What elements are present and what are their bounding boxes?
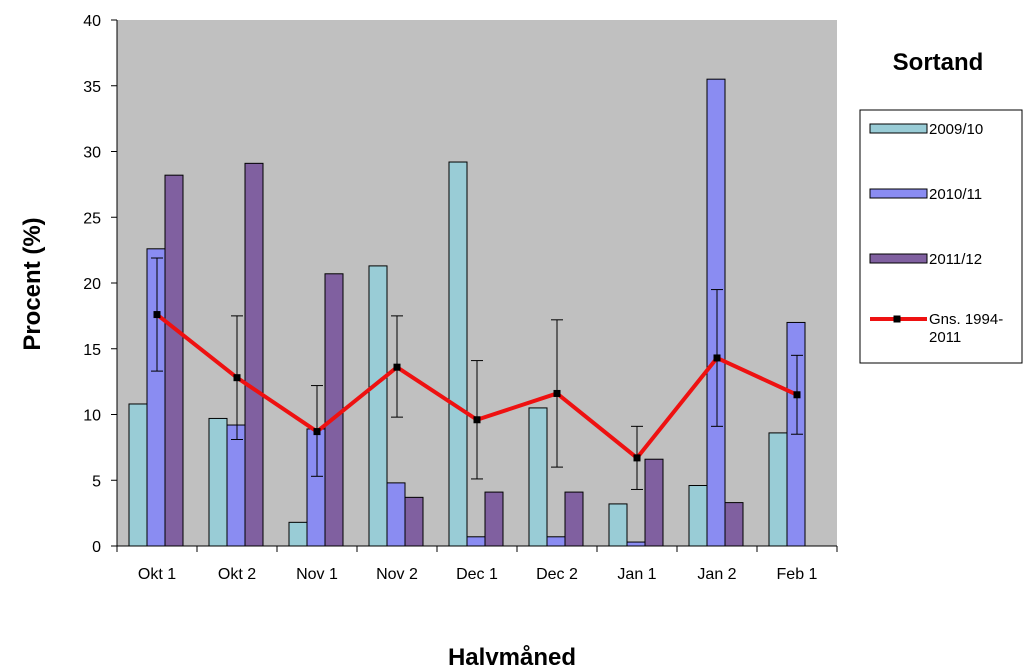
y-tick-labels: 0 5 10 15 20 25 30 35 40 xyxy=(83,13,101,556)
bars-group xyxy=(128,78,806,547)
bar-2010-11-jan-2 xyxy=(706,78,726,547)
bar-2010-11-nov-1 xyxy=(306,428,326,547)
bar-2011-12-nov-1 xyxy=(324,273,344,547)
x-tick-label-jan-2: Jan 2 xyxy=(697,566,736,583)
bar-2011-12-nov-2 xyxy=(404,496,424,547)
legend-label-2009-10: 2009/10 xyxy=(929,121,983,138)
bar-2010-11-okt-1 xyxy=(146,248,166,547)
legend-label-2010-11: 2010/11 xyxy=(929,186,982,203)
bar-2010-11-dec-2 xyxy=(546,536,566,547)
average-marker-1 xyxy=(233,374,241,382)
average-marker-2 xyxy=(313,428,321,436)
y-tick-label-35: 35 xyxy=(83,79,101,96)
y-tick-label-5: 5 xyxy=(92,473,101,490)
bar-2010-11-nov-2 xyxy=(386,482,406,547)
bar-2011-12-jan-2 xyxy=(724,502,744,547)
x-tick-label-dec-1: Dec 1 xyxy=(456,566,498,583)
bar-2010-11-jan-1 xyxy=(626,541,646,547)
x-tick-label-okt-1: Okt 1 xyxy=(138,566,176,583)
bar-2011-12-okt-1 xyxy=(164,174,184,547)
bar-2009-10-feb-1 xyxy=(768,432,788,547)
bar-2011-12-jan-1 xyxy=(644,458,664,547)
x-tick-label-dec-2: Dec 2 xyxy=(536,566,578,583)
legend-label-average: Gns. 1994-2011 xyxy=(929,311,1003,346)
bar-2011-12-dec-1 xyxy=(484,491,504,547)
bar-2009-10-jan-2 xyxy=(688,485,708,547)
average-marker-7 xyxy=(713,354,721,362)
y-tick-label-25: 25 xyxy=(83,210,101,227)
x-tick-label-nov-1: Nov 1 xyxy=(296,566,338,583)
axes-group xyxy=(111,19,838,552)
average-marker-6 xyxy=(633,454,641,462)
y-tick-label-20: 20 xyxy=(83,276,101,293)
legend-label-2011-12: 2011/12 xyxy=(929,251,982,268)
bar-2009-10-nov-2 xyxy=(368,265,388,547)
bar-2010-11-okt-2 xyxy=(226,424,246,547)
average-marker-0 xyxy=(153,311,161,319)
bar-2011-12-okt-2 xyxy=(244,162,264,547)
y-tick-label-15: 15 xyxy=(83,342,101,359)
y-tick-label-10: 10 xyxy=(83,408,101,425)
bar-2009-10-okt-2 xyxy=(208,417,228,547)
bar-2009-10-dec-1 xyxy=(448,161,468,547)
average-marker-5 xyxy=(553,389,561,397)
legend-line-marker xyxy=(893,315,901,323)
line-series-group xyxy=(153,311,801,462)
bar-2009-10-dec-2 xyxy=(528,407,548,547)
x-tick-label-feb-1: Feb 1 xyxy=(777,566,818,583)
chart-title: Sortand xyxy=(893,49,984,76)
y-tick-label-0: 0 xyxy=(92,539,101,556)
legend: 2009/10 2010/11 2011/12 Gns. 1994-2011 xyxy=(859,109,1023,364)
bar-2011-12-dec-2 xyxy=(564,491,584,547)
x-tick-label-nov-2: Nov 2 xyxy=(376,566,418,583)
average-marker-3 xyxy=(393,363,401,371)
average-marker-4 xyxy=(473,416,481,424)
x-tick-label-jan-1: Jan 1 xyxy=(617,566,656,583)
bar-2010-11-dec-1 xyxy=(466,536,486,547)
x-axis-title: Halvmåned xyxy=(448,644,576,667)
bar-2009-10-nov-1 xyxy=(288,521,308,547)
legend-swatch-2010-11 xyxy=(869,188,928,199)
y-axis-title: Procent (%) xyxy=(19,217,46,350)
x-tick-label-okt-2: Okt 2 xyxy=(218,566,256,583)
x-tick-labels: Okt 1 Okt 2 Nov 1 Nov 2 Dec 1 Dec 2 Jan 1 Jan 2… xyxy=(138,566,818,583)
average-marker-8 xyxy=(793,391,801,399)
legend-swatch-2009-10 xyxy=(869,123,928,134)
legend-swatch-2011-12 xyxy=(869,253,928,264)
y-tick-label-30: 30 xyxy=(83,145,101,162)
bar-2009-10-jan-1 xyxy=(608,503,628,547)
y-tick-label-40: 40 xyxy=(83,13,101,30)
bar-2009-10-okt-1 xyxy=(128,403,148,547)
